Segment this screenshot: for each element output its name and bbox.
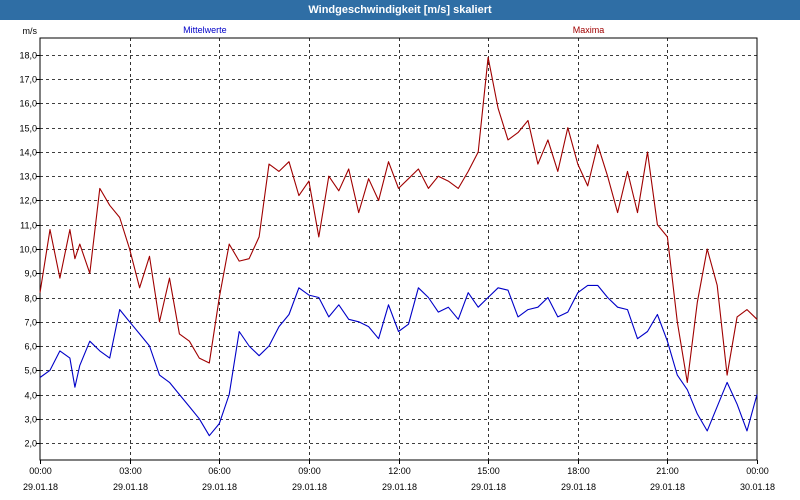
window-title: Windgeschwindigkeit [m/s] skaliert: [0, 0, 800, 20]
wind-speed-chart: 2,0 3,0 4,0 5,0 6,0 7,0 8,0 9,0 10,0 11,0 12,0 13,0…: [19, 25, 775, 492]
x-tick-date: 29.01.18: [23, 482, 58, 492]
x-tick-date: 29.01.18: [382, 482, 417, 492]
y-tick-label: 11,0: [20, 221, 37, 231]
y-tick-label: 10,0: [19, 245, 37, 255]
x-tick-date: 29.01.18: [471, 482, 506, 492]
y-tick-label: 16,0: [19, 99, 37, 109]
y-tick-label: 4,0: [24, 391, 37, 401]
y-tick-label: 5,0: [24, 366, 37, 376]
x-tick-time: 18:00: [567, 466, 590, 476]
y-tick-label: 14,0: [19, 148, 37, 158]
y-tick-label: 13,0: [19, 172, 37, 182]
x-tick-date: 29.01.18: [292, 482, 327, 492]
y-tick-label: 18,0: [19, 51, 37, 61]
y-tick-label: 12,0: [19, 196, 37, 206]
x-tick-date: 29.01.18: [113, 482, 148, 492]
legend-maxima: Maxima: [573, 25, 605, 35]
x-tick-date: 29.01.18: [650, 482, 685, 492]
y-tick-label: 2,0: [24, 439, 37, 449]
series-line-mittelwerte: [39, 284, 758, 437]
x-tick-time: 06:00: [208, 466, 231, 476]
y-tick-label: 3,0: [24, 415, 37, 425]
y-tick-label: 8,0: [24, 294, 37, 304]
x-tick-time: 00:00: [29, 466, 52, 476]
y-tick-label: 6,0: [24, 342, 37, 352]
x-tick-time: 09:00: [298, 466, 321, 476]
y-tick-label: 7,0: [24, 318, 37, 328]
x-tick-time: 00:00: [746, 466, 769, 476]
y-tick-label: 15,0: [19, 124, 37, 134]
y-tick-label: 17,0: [19, 75, 37, 85]
y-axis-label: m/s: [23, 26, 38, 36]
x-tick-date: 30.01.18: [740, 482, 775, 492]
x-tick-time: 15:00: [477, 466, 500, 476]
plot-area: [39, 37, 758, 461]
x-tick-time: 03:00: [119, 466, 142, 476]
series-line-maxima: [39, 56, 758, 383]
x-tick-time: 21:00: [656, 466, 679, 476]
y-tick-label: 9,0: [24, 269, 37, 279]
x-tick-time: 12:00: [388, 466, 411, 476]
x-tick-date: 29.01.18: [561, 482, 596, 492]
x-tick-date: 29.01.18: [202, 482, 237, 492]
legend-mittelwerte: Mittelwerte: [183, 25, 227, 35]
